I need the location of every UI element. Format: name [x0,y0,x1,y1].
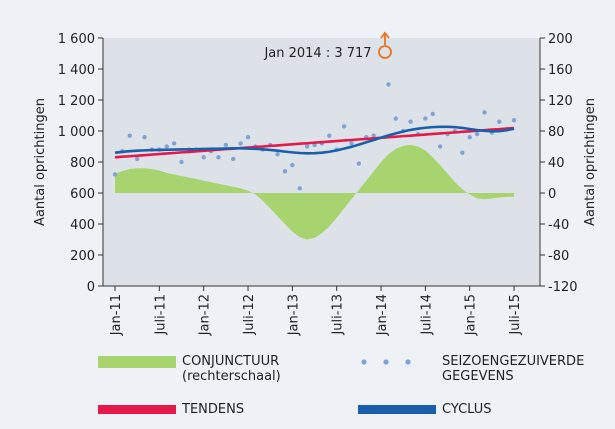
y-tick-label: 1 000 [58,125,95,140]
data-point [341,124,347,129]
x-tick-label: Jan-15 [464,294,479,336]
legend-bar [358,405,436,414]
y2-tick-label: -120 [548,280,578,295]
data-point [297,186,302,191]
plot-area [103,38,540,286]
x-tick-label: Jan-12 [198,294,213,336]
data-point [223,142,229,148]
legend-dot [405,359,411,365]
data-point [386,82,391,87]
legend-label: CONJUNCTUUR (rechterschaal) [182,354,281,384]
x-tick-label: Jan-11 [109,294,124,336]
data-point [467,135,472,140]
data-point [231,156,236,162]
data-point [474,131,480,137]
y2-tick-label: 200 [548,32,573,47]
y2-tick-label: 40 [548,156,565,171]
y2-tick-label: -80 [548,249,569,264]
y-tick-label: 1 200 [58,94,95,109]
x-tick-label: Juli-15 [508,294,523,336]
y-axis-label: Aantal oprichtingen [33,98,48,226]
legend-swatch [98,356,176,368]
data-point [275,152,280,157]
data-point [482,110,487,115]
data-point [327,133,332,138]
chart: Aantal oprichtingen Aantal oprichtingen … [33,31,598,336]
legend-label: TENDENS [182,402,245,417]
data-point [430,111,435,117]
y2-tick-label: 120 [548,94,573,109]
data-point [282,169,288,174]
data-point [179,159,184,165]
legend-swatch [98,405,176,414]
legend-label: CYCLUS [442,402,492,417]
data-point [216,155,221,160]
data-point [304,144,310,149]
y-tick-label: 1 400 [58,63,95,78]
data-point [201,155,206,160]
x-tick-label: Jan-14 [375,294,390,336]
data-point [408,119,413,124]
legend-dot [361,359,367,365]
data-point [497,119,502,124]
data-point [393,116,399,121]
data-point [290,162,295,168]
data-point [112,172,118,177]
annotation-marker [378,31,392,59]
y2-tick-label: 0 [548,187,556,202]
data-point [245,135,251,140]
area [115,144,515,240]
legend-swatch [358,405,436,414]
y-tick-label: 200 [70,249,95,264]
y-tick-label: 800 [70,156,95,171]
data-point [127,133,132,138]
y-tick-label: 1 600 [58,32,95,47]
data-point [171,141,177,146]
data-point [423,116,428,121]
legend-label: SEIZOENGEZUIVERDE GEGEVENS [442,354,585,384]
data-point [349,141,354,146]
x-tick-label: Juli-11 [153,294,168,336]
annotation: Jan 2014 : 3 717 [263,46,371,61]
data-point [356,161,362,166]
y-tick-label: 600 [70,187,95,202]
y2-axis-label: Aantal oprichtingen [583,98,598,226]
line [114,125,515,155]
y2-tick-label: -40 [548,218,569,233]
y-tick-label: 400 [70,218,95,233]
data-point [511,117,517,123]
x-tick-label: Juli-12 [242,294,257,336]
legend-dot [383,359,389,365]
x-tick-label: Juli-14 [419,294,434,336]
y2-tick-label: 80 [548,125,565,140]
legend-bar [98,405,176,414]
data-point [164,144,169,149]
y-tick-label: 0 [87,280,95,295]
data-point [371,133,376,138]
line [114,126,515,159]
y2-tick-label: 160 [548,63,573,78]
data-point [460,150,465,155]
data-point [142,135,147,140]
data-point [238,141,243,146]
legend-swatch [361,359,411,365]
x-tick-label: Juli-13 [331,294,346,336]
data-point [437,144,443,149]
x-tick-label: Jan-13 [286,294,301,336]
data-point [134,156,140,162]
legend-bar [98,356,176,368]
